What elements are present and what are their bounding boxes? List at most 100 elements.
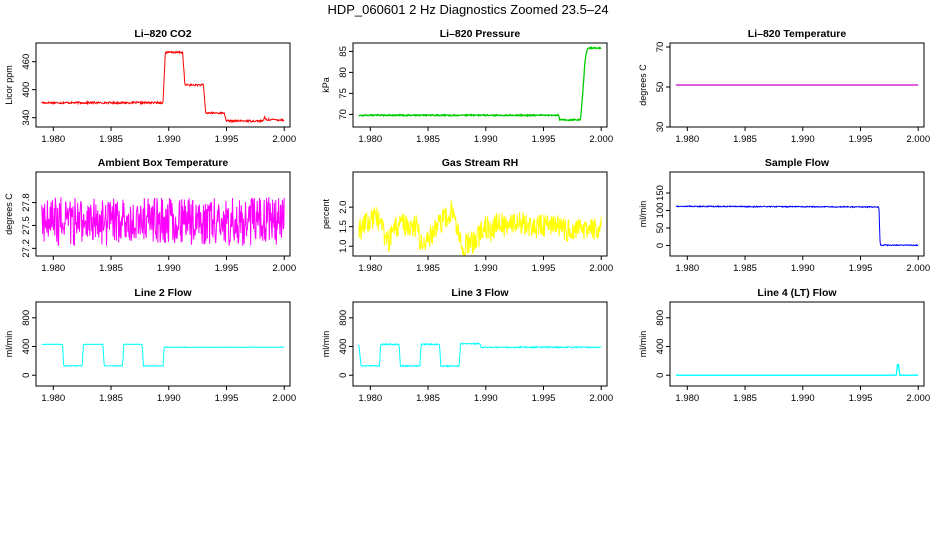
x-tick-label: 2.000 bbox=[272, 393, 296, 404]
y-axis-label: ml/min bbox=[638, 331, 648, 358]
y-tick-label: 400 bbox=[655, 339, 666, 355]
y-tick-label: 1.0 bbox=[338, 240, 349, 253]
chart-title: Sample Flow bbox=[765, 157, 830, 169]
y-tick-label: 27.5 bbox=[21, 216, 32, 235]
chart-title: Li–820 Temperature bbox=[748, 28, 847, 40]
x-tick-label: 1.985 bbox=[733, 263, 757, 274]
y-tick-label: 30 bbox=[655, 122, 666, 133]
y-axis-label: degrees C bbox=[4, 193, 14, 235]
plot-frame bbox=[669, 42, 925, 128]
y-tick-label: 100 bbox=[655, 203, 666, 219]
series-line-1 bbox=[675, 204, 919, 247]
x-tick-label: 1.990 bbox=[157, 263, 181, 274]
y-axis-label: kPa bbox=[321, 77, 331, 93]
y-tick-label: 150 bbox=[655, 185, 666, 201]
chart-panel-3: Li–820 Temperature degrees C 1.980 1.985 1.9… bbox=[638, 28, 930, 145]
figure-title: HDP_060601 2 Hz Diagnostics Zoomed 23.5–… bbox=[327, 2, 609, 17]
x-tick-label: 1.980 bbox=[358, 263, 382, 274]
series-line-1 bbox=[675, 363, 919, 376]
y-tick-label: 0 bbox=[655, 243, 666, 248]
plot-frame bbox=[669, 171, 925, 257]
x-tick-label: 2.000 bbox=[272, 134, 296, 145]
y-axis-label: percent bbox=[321, 198, 331, 229]
x-tick-label: 1.980 bbox=[675, 393, 699, 404]
x-tick-label: 1.995 bbox=[215, 263, 239, 274]
y-tick-label: 0 bbox=[655, 373, 666, 378]
y-tick-label: 70 bbox=[338, 109, 349, 120]
y-tick-label: 0 bbox=[21, 373, 32, 378]
plot-frame bbox=[352, 301, 608, 387]
chart-title: Li–820 Pressure bbox=[440, 28, 521, 40]
chart-panel-7: Line 2 Flow ml/min 1.980 1.985 1.990 1.995 2.0… bbox=[4, 287, 296, 404]
x-tick-label: 1.995 bbox=[849, 393, 873, 404]
y-axis-label: Licor ppm bbox=[4, 65, 14, 105]
y-tick-label: 50 bbox=[655, 223, 666, 234]
y-tick-label: 340 bbox=[21, 110, 32, 126]
plot-frame bbox=[35, 301, 291, 387]
chart-title: Line 2 Flow bbox=[134, 287, 192, 299]
plot-frame bbox=[669, 301, 925, 387]
x-tick-label: 1.990 bbox=[474, 393, 498, 404]
x-tick-label: 1.990 bbox=[474, 263, 498, 274]
series-line-1 bbox=[358, 200, 602, 256]
y-axis-label: degrees C bbox=[638, 64, 648, 106]
x-tick-label: 1.990 bbox=[157, 134, 181, 145]
y-axis-label: ml/min bbox=[321, 331, 331, 358]
x-tick-label: 1.985 bbox=[99, 134, 123, 145]
chart-title: Ambient Box Temperature bbox=[98, 157, 229, 169]
y-tick-label: 800 bbox=[21, 310, 32, 326]
x-tick-label: 1.990 bbox=[791, 393, 815, 404]
x-tick-label: 1.985 bbox=[733, 393, 757, 404]
y-tick-label: 800 bbox=[655, 310, 666, 326]
x-tick-label: 2.000 bbox=[906, 393, 930, 404]
y-tick-label: 2.0 bbox=[338, 201, 349, 214]
series-line-1 bbox=[41, 197, 285, 246]
x-tick-label: 1.990 bbox=[474, 134, 498, 145]
x-tick-label: 1.995 bbox=[215, 393, 239, 404]
plot-frame bbox=[35, 42, 291, 128]
x-tick-label: 1.980 bbox=[41, 263, 65, 274]
x-tick-label: 1.995 bbox=[532, 134, 556, 145]
x-tick-label: 1.980 bbox=[675, 263, 699, 274]
x-tick-label: 2.000 bbox=[906, 134, 930, 145]
y-tick-label: 27.2 bbox=[21, 239, 32, 258]
y-tick-label: 50 bbox=[655, 82, 666, 93]
x-tick-label: 1.985 bbox=[99, 263, 123, 274]
y-tick-label: 400 bbox=[21, 339, 32, 355]
chart-panel-8: Line 3 Flow ml/min 1.980 1.985 1.990 1.995 2.0… bbox=[321, 287, 613, 404]
chart-panel-6: Sample Flow ml/min 1.980 1.985 1.990 1.995 2.0… bbox=[638, 157, 930, 274]
y-axis-label: ml/min bbox=[638, 201, 648, 228]
x-tick-label: 1.980 bbox=[41, 134, 65, 145]
chart-panel-1: Li–820 CO2 Licor ppm 1.980 1.985 1.990 1.995 2… bbox=[4, 28, 296, 145]
y-tick-label: 80 bbox=[338, 67, 349, 78]
y-tick-label: 800 bbox=[338, 310, 349, 326]
series-line-1 bbox=[358, 342, 602, 368]
chart-title: Line 3 Flow bbox=[451, 287, 509, 299]
y-tick-label: 70 bbox=[655, 42, 666, 53]
y-tick-label: 27.8 bbox=[21, 193, 32, 212]
y-tick-label: 1.5 bbox=[338, 220, 349, 233]
x-tick-label: 1.980 bbox=[358, 134, 382, 145]
x-tick-label: 1.995 bbox=[532, 263, 556, 274]
y-axis-label: ml/min bbox=[4, 331, 14, 358]
x-tick-label: 2.000 bbox=[589, 263, 613, 274]
x-tick-label: 2.000 bbox=[589, 134, 613, 145]
x-tick-label: 2.000 bbox=[589, 393, 613, 404]
chart-panel-5: Gas Stream RH percent 1.980 1.985 1.990 1.995… bbox=[321, 157, 613, 274]
series-line-1 bbox=[41, 50, 285, 124]
y-tick-label: 460 bbox=[21, 54, 32, 70]
series-line-1 bbox=[358, 46, 602, 122]
x-tick-label: 1.995 bbox=[849, 263, 873, 274]
chart-title: Li–820 CO2 bbox=[134, 28, 191, 40]
series-line-1 bbox=[41, 342, 285, 368]
x-tick-label: 1.985 bbox=[733, 134, 757, 145]
chart-panel-2: Li–820 Pressure kPa 1.980 1.985 1.990 1.995 2.… bbox=[321, 28, 613, 145]
x-tick-label: 1.995 bbox=[532, 393, 556, 404]
x-tick-label: 2.000 bbox=[272, 263, 296, 274]
y-tick-label: 400 bbox=[338, 339, 349, 355]
plot-frame bbox=[352, 42, 608, 128]
x-tick-label: 1.985 bbox=[416, 134, 440, 145]
x-tick-label: 1.990 bbox=[157, 393, 181, 404]
